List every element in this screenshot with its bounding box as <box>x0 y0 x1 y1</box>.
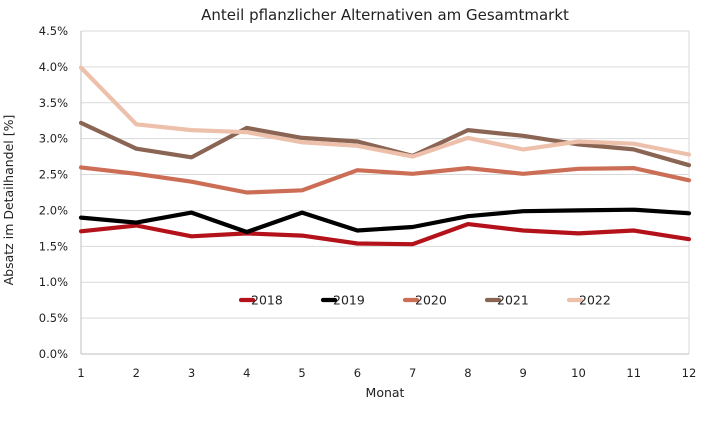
x-tick-label: 8 <box>464 366 471 380</box>
y-tick-label: 1.5% <box>39 239 68 253</box>
y-tick-label: 2.0% <box>39 203 68 217</box>
y-tick-label: 3.5% <box>39 96 68 110</box>
y-tick-label: 3.0% <box>39 132 68 146</box>
series-line-2020 <box>78 165 692 195</box>
y-tick-label: 4.5% <box>39 24 68 38</box>
x-tick-label: 12 <box>682 366 697 380</box>
series-line-2022 <box>78 65 692 159</box>
y-tick-label: 2.5% <box>39 168 68 182</box>
x-tick-label: 6 <box>354 366 361 380</box>
y-tick-label: 0.5% <box>39 311 68 325</box>
chart-title: Anteil pflanzlicher Alternativen am Gesa… <box>201 6 569 24</box>
y-tick-label: 1.0% <box>39 275 68 289</box>
legend-label-2018: 2018 <box>251 293 283 308</box>
axes: 0.0% 0.5% 1.0% 1.5% 2.0% 2.5% 3.0% 3.5% 4.0% 4.5%… <box>39 24 697 380</box>
legend: 2018 2019 2020 2021 2022 <box>238 293 611 308</box>
x-tick-label: 11 <box>626 366 641 380</box>
x-tick-label: 9 <box>520 366 527 380</box>
legend-label-2021: 2021 <box>497 293 529 308</box>
legend-label-2022: 2022 <box>579 293 611 308</box>
series-lines <box>78 65 692 247</box>
legend-label-2019: 2019 <box>333 293 365 308</box>
x-tick-label: 5 <box>298 366 305 380</box>
x-tick-label: 3 <box>188 366 195 380</box>
gridlines <box>81 30 690 354</box>
y-axis-title: Absatz im Detailhandel [%] <box>1 115 16 286</box>
x-tick-label: 1 <box>77 366 84 380</box>
series-line-2019 <box>78 207 692 235</box>
x-tick-label: 2 <box>133 366 140 380</box>
y-tick-label: 4.0% <box>39 60 68 74</box>
series-line-2021 <box>78 120 692 168</box>
legend-label-2020: 2020 <box>415 293 447 308</box>
series-line-2018 <box>78 222 692 247</box>
x-tick-label: 7 <box>409 366 416 380</box>
x-axis-title: Monat <box>366 385 405 400</box>
y-tick-label: 0.0% <box>39 347 68 361</box>
x-tick-label: 4 <box>243 366 250 380</box>
x-tick-label: 10 <box>571 366 586 380</box>
